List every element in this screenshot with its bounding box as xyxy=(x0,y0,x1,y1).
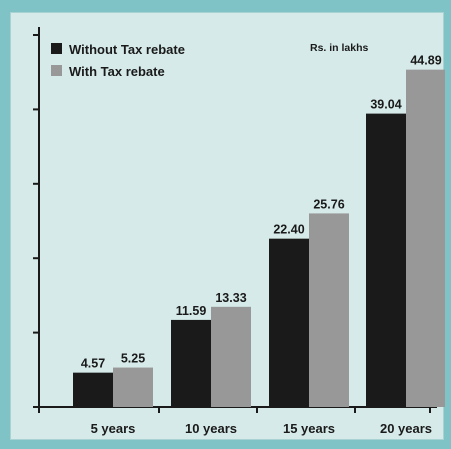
bar-without-rebate-2 xyxy=(269,238,309,407)
bar-chart: 4.57 11.59 22.40 39.04 5.25 13.33 25.76 44.89 5… xyxy=(33,27,445,436)
value-label-0-3: 39.04 xyxy=(370,98,401,112)
y-axis-ticks xyxy=(33,34,39,408)
bars xyxy=(73,69,445,408)
value-labels: 4.57 11.59 22.40 39.04 5.25 13.33 25.76 44.89 xyxy=(81,54,442,371)
legend-label-with-rebate: With Tax rebate xyxy=(69,64,165,79)
value-label-1-3: 44.89 xyxy=(410,54,441,68)
bar-with-rebate-3 xyxy=(406,69,445,408)
bar-without-rebate-3 xyxy=(366,113,406,407)
bar-without-rebate-0 xyxy=(73,372,113,407)
legend-swatch-with-rebate xyxy=(51,65,62,76)
value-label-0-2: 22.40 xyxy=(273,223,304,237)
legend-label-without-rebate: Without Tax rebate xyxy=(69,42,185,57)
value-label-1-2: 25.76 xyxy=(313,197,344,211)
value-label-0-0: 4.57 xyxy=(81,357,105,371)
chart-panel: 4.57 11.59 22.40 39.04 5.25 13.33 25.76 44.89 5… xyxy=(10,12,445,440)
value-label-0-1: 11.59 xyxy=(176,304,207,318)
legend: Without Tax rebate With Tax rebate xyxy=(51,42,185,79)
value-label-1-0: 5.25 xyxy=(121,352,145,366)
bar-with-rebate-1 xyxy=(211,306,251,407)
bar-with-rebate-0 xyxy=(113,367,153,407)
value-label-1-1: 13.33 xyxy=(215,291,246,305)
x-tick-labels: 5 years 10 years 15 years 20 years xyxy=(91,421,432,436)
x-tick-label-2: 15 years xyxy=(283,421,335,436)
bar-with-rebate-2 xyxy=(309,213,349,407)
x-tick-label-0: 5 years xyxy=(91,421,136,436)
x-axis-ticks xyxy=(38,407,431,413)
x-tick-label-1: 10 years xyxy=(185,421,237,436)
units-label: Rs. in lakhs xyxy=(310,42,369,54)
x-tick-label-3: 20 years xyxy=(380,421,432,436)
legend-swatch-without-rebate xyxy=(51,43,62,54)
bar-without-rebate-1 xyxy=(171,319,211,407)
